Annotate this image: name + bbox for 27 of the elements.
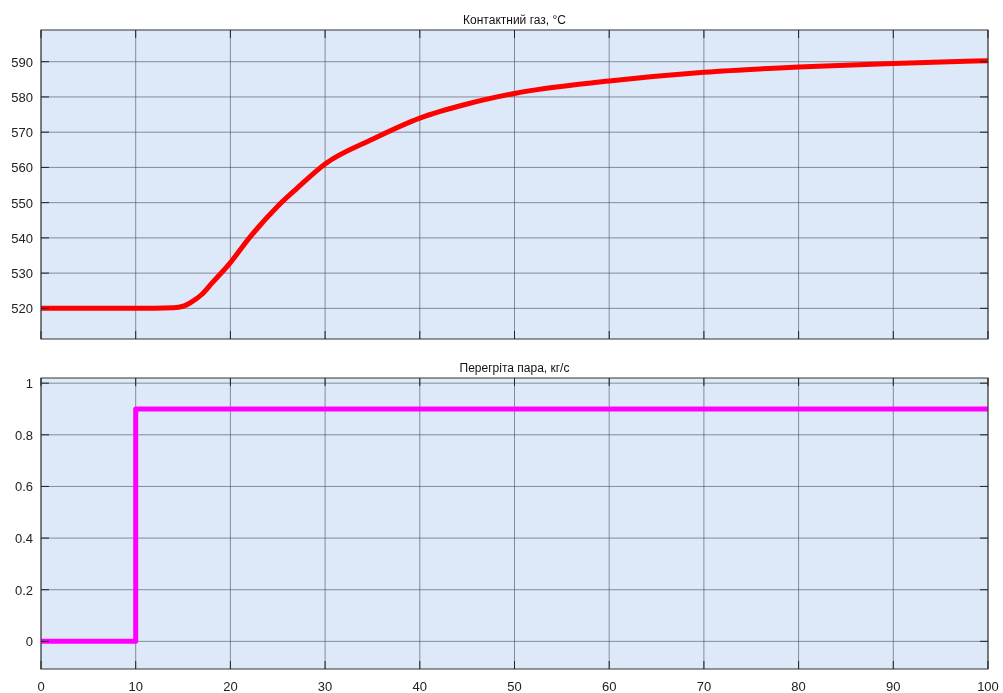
y-tick-label: 520 [11,301,33,317]
y-tick-label: 0.6 [14,479,33,495]
y-tick-label: 550 [11,195,33,211]
y-tick-label: 0.8 [14,427,33,443]
x-tick-label: 100 [977,679,999,693]
x-tick-label: 10 [128,679,143,693]
x-tick-label: 90 [886,679,901,693]
y-tick-label: 560 [11,160,33,176]
y-tick-label: 590 [11,54,33,70]
y-tick-label: 0.2 [14,582,33,598]
x-tick-label: 30 [317,679,333,693]
x-tick-label: 70 [696,679,712,693]
x-tick-label: 0 [37,679,45,693]
x-tick-label: 20 [223,679,238,693]
y-tick-label: 1 [25,376,33,392]
chart-title: Контактний газ, °C [463,13,567,27]
x-tick-label: 60 [601,679,617,693]
y-tick-label: 530 [11,266,33,282]
y-tick-label: 580 [11,89,33,105]
x-tick-label: 40 [412,679,428,693]
x-tick-label: 80 [791,679,806,693]
chart-title: Перегріта пара, кг/с [459,361,570,375]
y-tick-label: 570 [11,125,33,141]
y-tick-label: 540 [11,230,33,246]
y-tick-label: 0.4 [14,531,33,547]
x-tick-label: 50 [507,679,522,693]
y-tick-label: 0 [25,634,33,650]
